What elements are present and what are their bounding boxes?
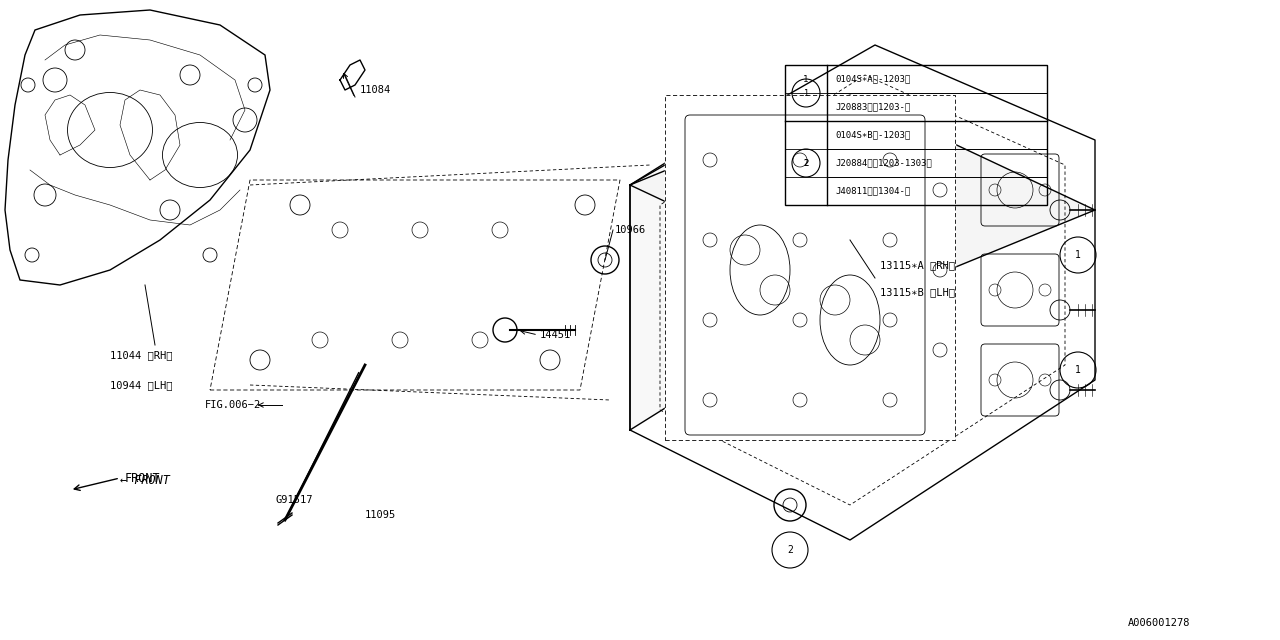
Polygon shape <box>666 95 955 440</box>
Text: 11084: 11084 <box>360 85 392 95</box>
Text: 2: 2 <box>804 159 809 168</box>
Text: 1: 1 <box>1075 365 1080 375</box>
Text: 1: 1 <box>804 74 809 83</box>
Text: 0104S∗B（-1203）: 0104S∗B（-1203） <box>835 131 910 140</box>
Text: 1: 1 <box>1075 250 1080 260</box>
Text: J40811　　1304-）: J40811 1304-） <box>835 186 910 195</box>
Text: 11095: 11095 <box>365 510 397 520</box>
Text: 1: 1 <box>804 88 809 97</box>
Text: ← FRONT: ← FRONT <box>120 474 170 486</box>
Text: 2: 2 <box>804 159 809 168</box>
Polygon shape <box>630 95 1094 300</box>
Text: 0104S∗A（-1203）: 0104S∗A（-1203） <box>835 74 910 83</box>
Text: G91517: G91517 <box>275 495 312 505</box>
Text: 10944 〈LH〉: 10944 〈LH〉 <box>110 380 173 390</box>
Text: J20884　（1203-1303）: J20884 （1203-1303） <box>835 159 932 168</box>
Text: 13115∗B 〈LH〉: 13115∗B 〈LH〉 <box>881 287 955 297</box>
Text: 13115∗A 〈RH〉: 13115∗A 〈RH〉 <box>881 260 955 270</box>
Text: 10966: 10966 <box>614 225 646 235</box>
Text: 2: 2 <box>787 545 792 555</box>
Polygon shape <box>630 135 710 430</box>
Text: FRONT: FRONT <box>125 472 160 484</box>
Text: FIG.006−2: FIG.006−2 <box>205 400 261 410</box>
Bar <box>785 65 1047 205</box>
Text: 14451: 14451 <box>540 330 571 340</box>
Text: 11044 〈RH〉: 11044 〈RH〉 <box>110 350 173 360</box>
Text: J20883　（1203-）: J20883 （1203-） <box>835 102 910 111</box>
Text: A006001278: A006001278 <box>1128 618 1190 628</box>
